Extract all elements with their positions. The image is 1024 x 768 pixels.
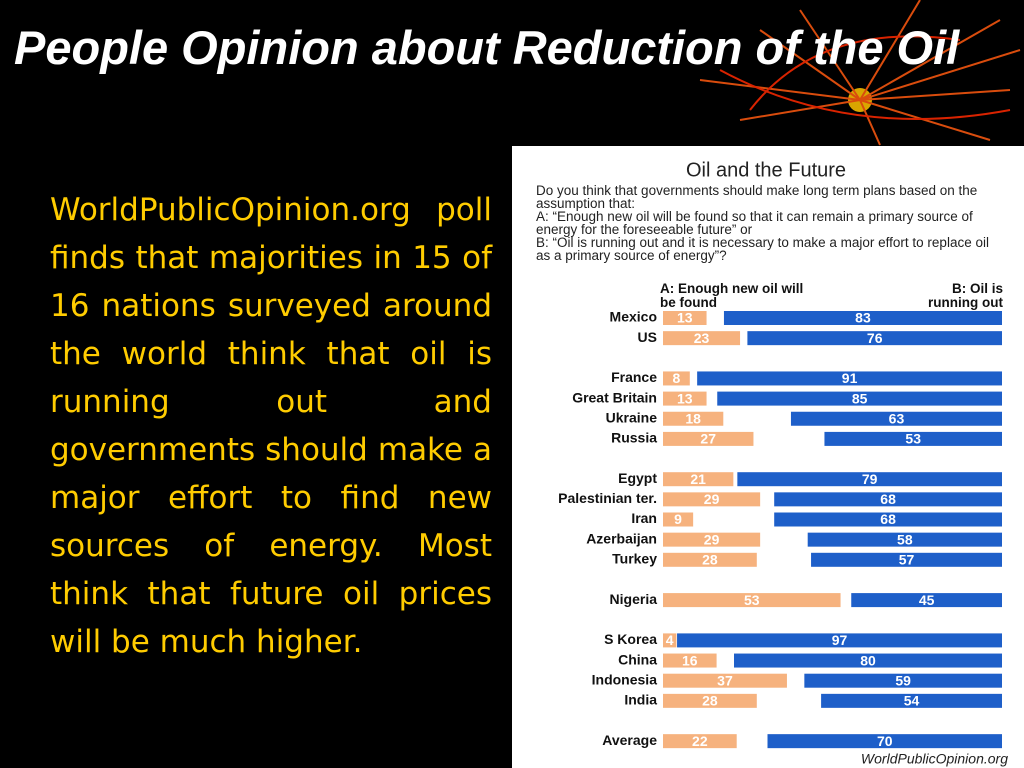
value-label: 80 — [860, 652, 876, 668]
bar-b — [767, 734, 1002, 749]
category-label: Turkey — [612, 551, 657, 567]
value-label: 23 — [694, 330, 710, 346]
bar-b — [807, 532, 1002, 547]
bar-b — [677, 633, 1002, 648]
value-label: 70 — [877, 733, 893, 749]
category-label: Great Britain — [572, 389, 657, 405]
value-label: 29 — [704, 491, 720, 507]
slide-title: People Opinion about Reduction of the Oi… — [14, 21, 960, 74]
value-label: 22 — [692, 733, 708, 749]
value-label: 68 — [880, 491, 896, 507]
value-label: 4 — [666, 632, 674, 648]
bar-b — [717, 391, 1002, 406]
bar-a — [663, 431, 754, 446]
category-label: Iran — [631, 510, 657, 526]
value-label: 16 — [682, 652, 698, 668]
bar-b — [811, 552, 1002, 567]
category-label: Azerbaijan — [586, 530, 657, 546]
value-label: 59 — [895, 672, 911, 688]
value-label: 85 — [852, 390, 868, 406]
category-label: S Korea — [604, 631, 657, 647]
chart-title: Oil and the Future — [686, 159, 846, 181]
value-label: 58 — [897, 531, 913, 547]
bar-b — [723, 311, 1002, 325]
category-label: Ukraine — [606, 409, 658, 425]
bar-a — [663, 532, 761, 547]
bar-a — [663, 593, 841, 608]
value-label: 76 — [867, 330, 883, 346]
value-label: 28 — [702, 693, 718, 709]
bar-b — [734, 653, 1002, 668]
value-label: 54 — [904, 693, 920, 709]
option-a: A: “Enough new oil will be found so that… — [536, 209, 973, 237]
value-label: 57 — [899, 552, 915, 568]
value-label: 53 — [905, 431, 921, 447]
value-label: 9 — [674, 511, 682, 527]
value-label: 37 — [717, 672, 733, 688]
value-label: 91 — [842, 370, 858, 386]
value-label: 13 — [677, 390, 693, 406]
bar-a — [663, 512, 694, 527]
bar-a — [663, 633, 677, 648]
bar-b — [737, 472, 1002, 487]
bar-b — [821, 693, 1002, 708]
bar-b — [774, 512, 1002, 527]
value-label: 68 — [880, 511, 896, 527]
category-label: India — [624, 692, 657, 708]
legend-b: B: Oil is running out — [928, 281, 1003, 310]
bar-a — [663, 391, 707, 406]
value-label: 53 — [744, 592, 760, 608]
category-label: Mexico — [610, 309, 657, 325]
bar-a — [663, 492, 761, 507]
bar-b — [824, 431, 1002, 446]
value-label: 63 — [889, 410, 905, 426]
category-label: Average — [602, 732, 657, 748]
bar-a — [663, 673, 787, 688]
bar-a — [663, 693, 757, 708]
bar-b — [697, 371, 1002, 386]
bar-a — [663, 552, 757, 567]
value-label: 21 — [690, 471, 706, 487]
bar-a — [663, 311, 707, 325]
value-label: 27 — [700, 431, 716, 447]
value-label: 45 — [919, 592, 935, 608]
category-label: Palestinian ter. — [558, 490, 657, 506]
bar-b — [790, 411, 1002, 426]
source: WorldPublicOpinion.org — [861, 751, 1008, 767]
slide-body: WorldPublicOpinion.org poll finds that m… — [50, 192, 492, 660]
value-label: 97 — [832, 632, 848, 648]
question-block: Do you think that governments should mak… — [536, 183, 1006, 263]
category-label: China — [618, 651, 657, 667]
value-label: 29 — [704, 531, 720, 547]
bar-a — [663, 371, 690, 386]
firework-decoration — [699, 0, 1021, 146]
bar-a — [663, 331, 741, 346]
bar-b — [747, 331, 1002, 346]
value-label: 83 — [855, 310, 871, 326]
category-label: Indonesia — [592, 671, 658, 687]
bar-a — [663, 734, 737, 749]
category-label: Egypt — [618, 470, 657, 486]
question: Do you think that governments should mak… — [536, 183, 978, 211]
bar-b — [851, 593, 1002, 608]
bar-b — [804, 673, 1002, 688]
bars: Mexico 13 83 US 23 76 France 8 91 Great Britain 13… — [558, 309, 1002, 749]
bar-a — [663, 653, 717, 668]
value-label: 28 — [702, 552, 718, 568]
bar-a — [663, 411, 724, 426]
legend-a: A: Enough new oil will be found — [660, 281, 804, 310]
option-b: B: “Oil is running out and it is necessa… — [536, 235, 989, 263]
category-label: Russia — [611, 430, 657, 446]
category-label: US — [638, 329, 657, 345]
category-label: France — [611, 369, 657, 385]
bar-b — [774, 492, 1002, 507]
value-label: 13 — [677, 310, 693, 326]
value-label: 79 — [862, 471, 878, 487]
bar-a — [663, 472, 734, 487]
value-label: 8 — [673, 370, 681, 386]
category-label: Nigeria — [610, 591, 658, 607]
value-label: 18 — [685, 410, 701, 426]
